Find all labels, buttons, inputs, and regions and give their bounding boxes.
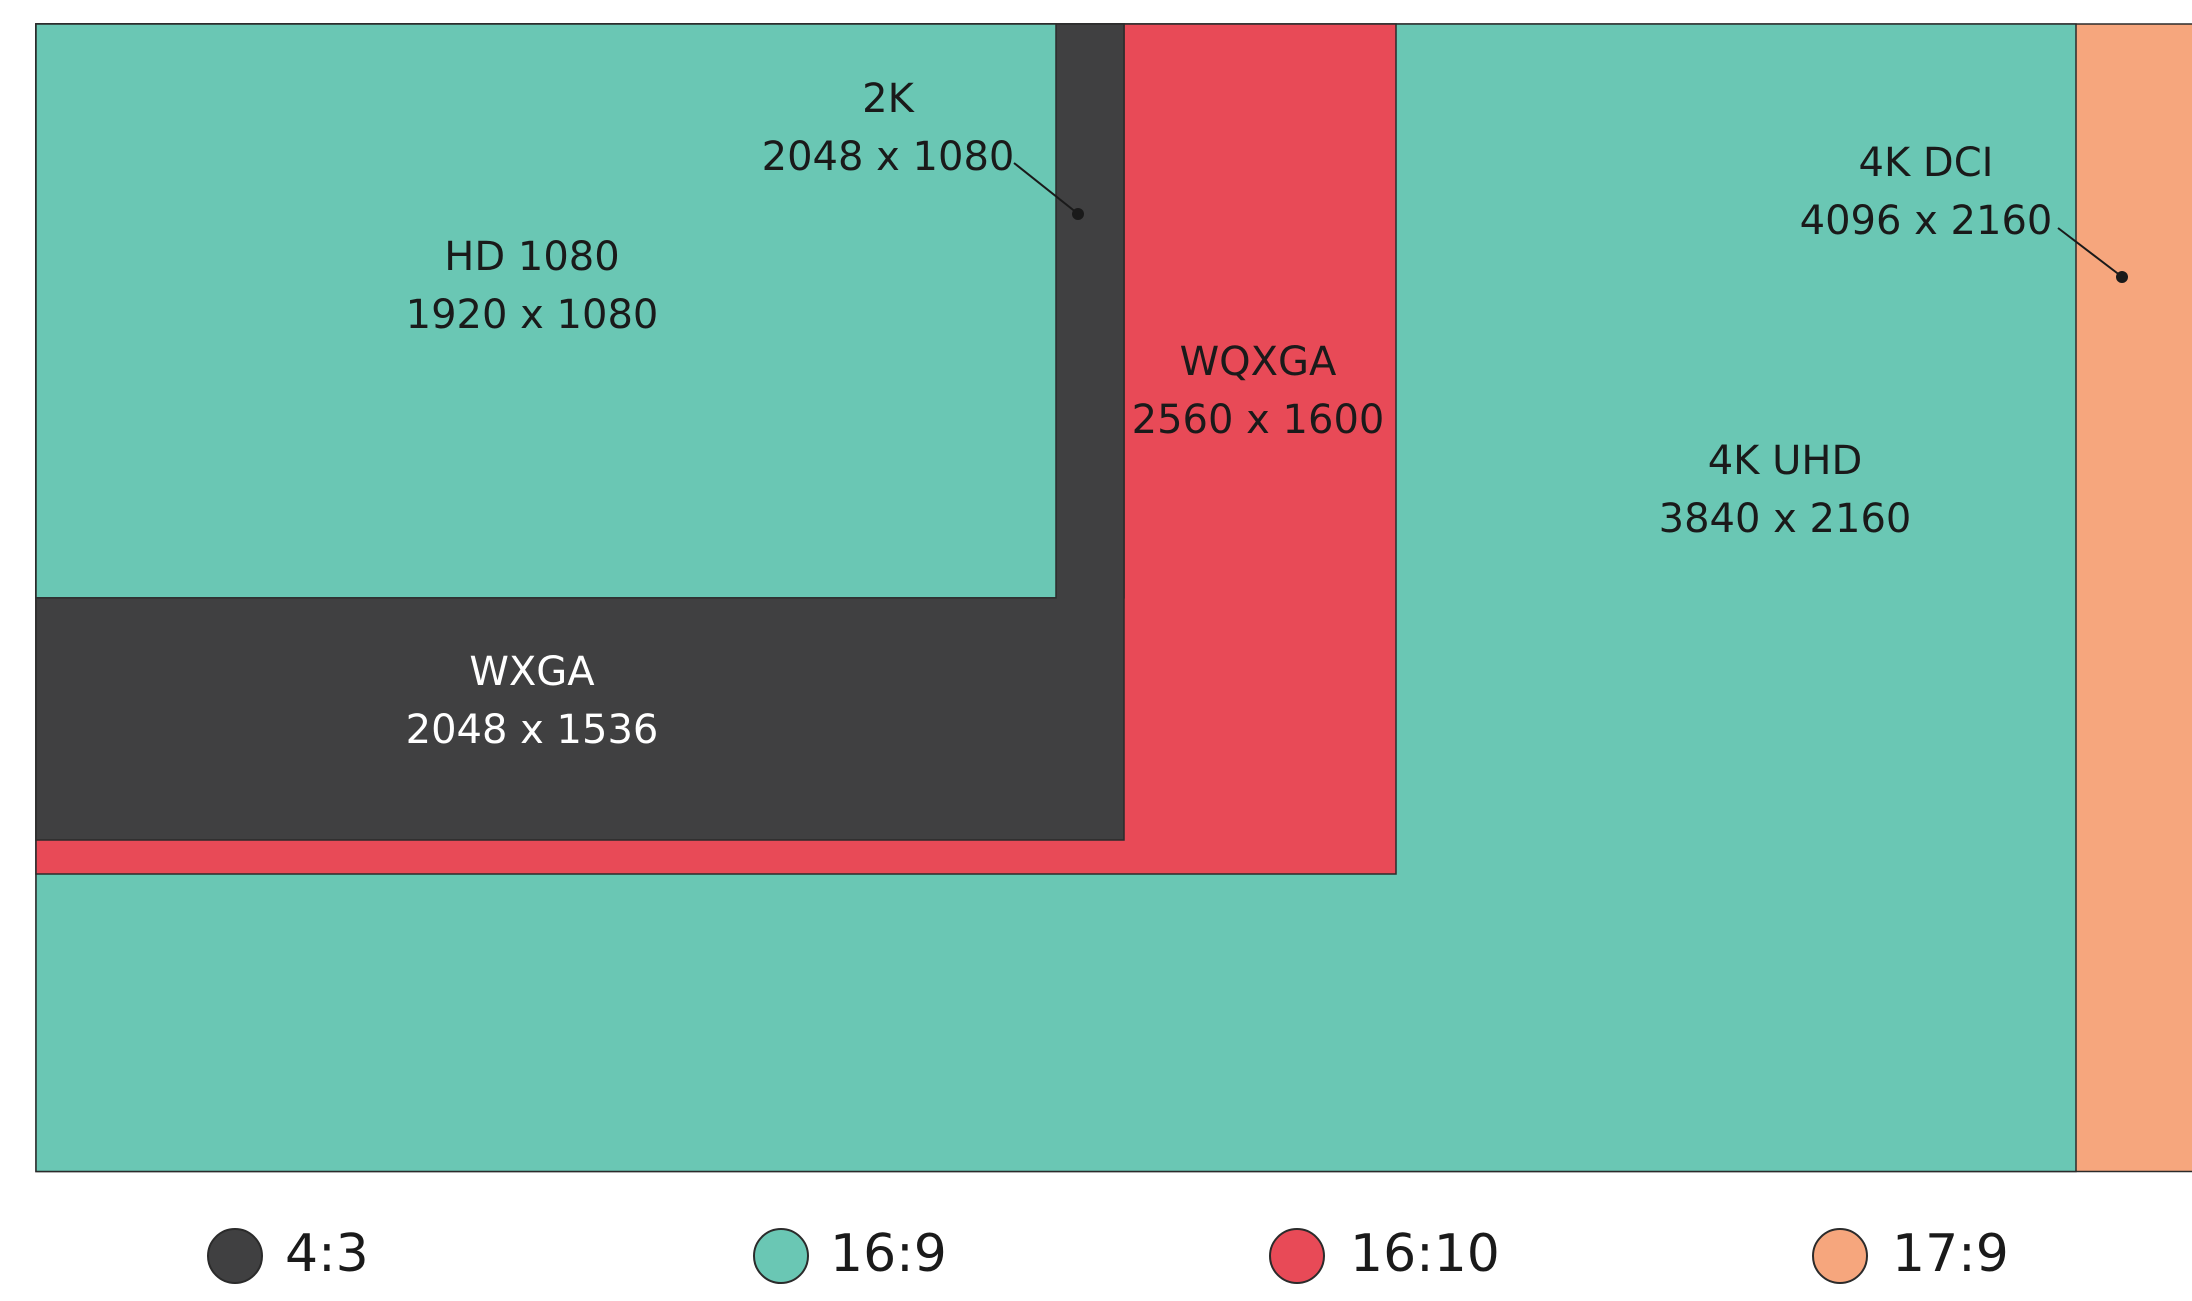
legend-label-4-3: 4:3	[285, 1224, 369, 1284]
label-wxga-dims: 2048 x 1536	[406, 707, 659, 753]
legend-label-16-9: 16:9	[830, 1224, 947, 1284]
label-2k-name: 2K	[862, 76, 915, 122]
legend-swatch-16-9	[753, 1228, 809, 1284]
label-wqxga: WQXGA 2560 x 1600	[1132, 339, 1385, 443]
label-4k-dci: 4K DCI 4096 x 2160	[1800, 140, 2128, 283]
legend-item-16-9: 16:9	[753, 1224, 947, 1284]
label-4k-dci-name: 4K DCI	[1859, 140, 1994, 186]
label-hd-1080-name: HD 1080	[444, 234, 619, 280]
label-4k-uhd-dims: 3840 x 2160	[1659, 496, 1912, 542]
label-wxga-name: WXGA	[469, 649, 595, 695]
label-2k: 2K 2048 x 1080	[762, 76, 1084, 220]
callout-dot-4k-dci	[2116, 271, 2128, 283]
legend-label-16-10: 16:10	[1350, 1224, 1500, 1284]
label-4k-uhd: 4K UHD 3840 x 2160	[1659, 438, 1912, 542]
label-hd-1080-dims: 1920 x 1080	[406, 292, 659, 338]
legend-item-16-10: 16:10	[1269, 1224, 1500, 1284]
legend-swatch-17-9	[1812, 1228, 1868, 1284]
callout-line-2k	[1013, 162, 1078, 214]
label-4k-dci-dims: 4096 x 2160	[1800, 198, 2053, 244]
label-wxga: WXGA 2048 x 1536	[406, 649, 659, 753]
legend-label-17-9: 17:9	[1892, 1224, 2009, 1284]
callout-dot-2k	[1072, 208, 1084, 220]
legend-item-17-9: 17:9	[1812, 1224, 2009, 1284]
legend-item-4-3: 4:3	[207, 1224, 369, 1284]
rect-hd-1080	[35, 23, 1057, 599]
label-hd-1080: HD 1080 1920 x 1080	[406, 234, 659, 338]
callout-line-4k-dci	[2057, 227, 2122, 277]
label-2k-dims: 2048 x 1080	[762, 134, 1015, 180]
label-4k-uhd-name: 4K UHD	[1708, 438, 1863, 484]
legend-swatch-16-10	[1269, 1228, 1325, 1284]
legend: 4:3 16:9 16:10 17:9	[207, 1224, 2009, 1284]
label-wqxga-name: WQXGA	[1180, 339, 1337, 385]
legend-swatch-4-3	[207, 1228, 263, 1284]
label-wqxga-dims: 2560 x 1600	[1132, 397, 1385, 443]
